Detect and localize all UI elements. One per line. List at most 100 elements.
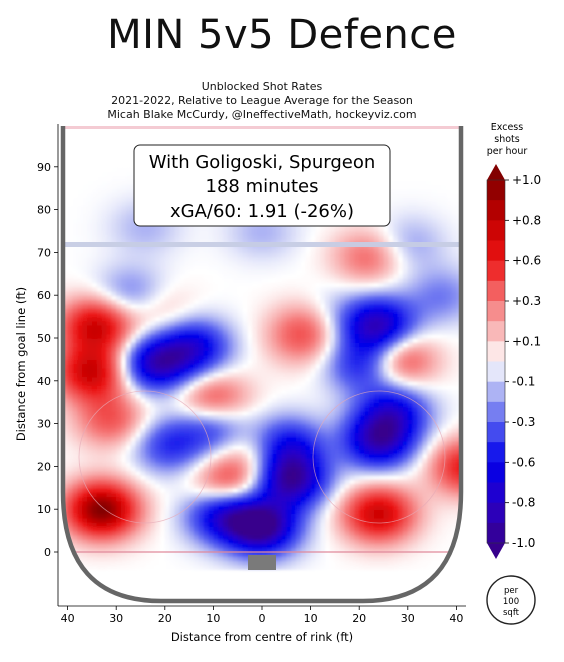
heat-cell: [451, 436, 457, 442]
heat-cell: [266, 534, 273, 540]
heat-cell: [193, 393, 200, 399]
heat-cell: [125, 466, 132, 472]
heat-cell: [291, 483, 297, 489]
heat-cell: [91, 440, 98, 446]
heat-cell: [135, 445, 142, 450]
heat-cell: [184, 436, 190, 442]
heat-cell: [398, 564, 404, 570]
heat-cell: [349, 397, 355, 403]
heat-cell: [291, 346, 297, 352]
heat-cell: [417, 320, 423, 326]
heat-cell: [271, 329, 278, 335]
heat-cell: [339, 534, 346, 540]
heat-cell: [330, 483, 336, 489]
heat-cell: [67, 436, 74, 442]
heat-cell: [77, 534, 83, 540]
heat-cell: [130, 402, 137, 408]
heat-cell: [155, 363, 161, 369]
heat-cell: [164, 547, 171, 553]
heat-cell: [101, 427, 108, 433]
heat-cell: [145, 504, 151, 510]
heat-cell: [320, 492, 326, 497]
heat-cell: [72, 466, 78, 472]
heat-cell: [412, 350, 419, 356]
heat-cell: [373, 500, 380, 506]
heat-cell: [227, 474, 234, 480]
heat-cell: [252, 346, 258, 352]
heat-cell: [96, 530, 103, 536]
heat-cell: [82, 325, 88, 331]
heat-cell: [87, 509, 93, 515]
heat-cell: [111, 389, 117, 395]
heat-cell: [398, 526, 404, 532]
heat-cell: [111, 470, 117, 476]
heat-cell: [242, 329, 249, 335]
heat-cell: [159, 423, 166, 429]
heat-cell: [446, 483, 453, 489]
heat-cell: [96, 496, 103, 502]
heat-cell: [344, 470, 351, 476]
heat-cell: [121, 496, 127, 502]
heat-cell: [155, 367, 161, 373]
heat-cell: [354, 359, 360, 365]
heat-cell: [150, 376, 156, 382]
heat-cell: [63, 359, 69, 365]
heat-cell: [417, 539, 423, 545]
heat-cell: [82, 380, 88, 386]
heat-cell: [296, 496, 302, 502]
heat-cell: [373, 329, 380, 335]
heat-cell: [106, 385, 112, 390]
heat-cell: [164, 462, 171, 467]
heat-cell: [184, 496, 190, 502]
heat-cell: [96, 504, 103, 510]
heat-cell: [373, 406, 380, 412]
heat-cell: [344, 410, 351, 416]
heat-cell: [364, 483, 370, 489]
heat-cell: [257, 385, 263, 390]
heat-cell: [407, 393, 414, 399]
heat-cell: [213, 556, 219, 562]
heat-cell: [417, 346, 423, 352]
heat-cell: [281, 333, 287, 339]
heat-cell: [422, 346, 428, 352]
heat-cell: [262, 509, 268, 515]
heat-cell: [159, 483, 166, 489]
heat-cell: [91, 500, 98, 506]
heat-cell: [291, 367, 297, 373]
heat-cell: [111, 466, 117, 472]
heat-cell: [155, 427, 161, 433]
heat-cell: [305, 466, 312, 472]
heat-cell: [402, 342, 409, 348]
heat-cell: [213, 543, 219, 549]
heat-cell: [373, 393, 380, 399]
heat-cell: [125, 415, 132, 420]
heat-cell: [87, 338, 93, 343]
heat-cell: [422, 543, 428, 549]
heat-cell: [116, 406, 122, 412]
heat-cell: [193, 462, 200, 467]
heat-cell: [169, 385, 176, 390]
heat-cell: [388, 457, 394, 463]
heat-cell: [63, 380, 69, 386]
heat-cell: [184, 423, 190, 429]
heat-cell: [305, 513, 312, 519]
heat-cell: [77, 483, 83, 489]
heat-cell: [262, 427, 268, 433]
heat-cell: [407, 509, 414, 515]
heat-cell: [184, 346, 190, 352]
heat-cell: [325, 530, 331, 536]
heat-cell: [402, 359, 409, 365]
heat-cell: [106, 457, 112, 463]
heat-cell: [203, 449, 210, 455]
heat-cell: [67, 440, 74, 446]
heat-cell: [232, 509, 239, 515]
heat-cell: [339, 427, 346, 433]
heat-cell: [101, 539, 108, 545]
heat-cell: [189, 350, 195, 356]
heat-cell: [305, 543, 312, 549]
heat-cell: [364, 338, 370, 343]
heat-cell: [266, 397, 273, 403]
heat-cell: [446, 530, 453, 536]
heat-cell: [276, 376, 283, 382]
heat-cell: [393, 389, 399, 395]
